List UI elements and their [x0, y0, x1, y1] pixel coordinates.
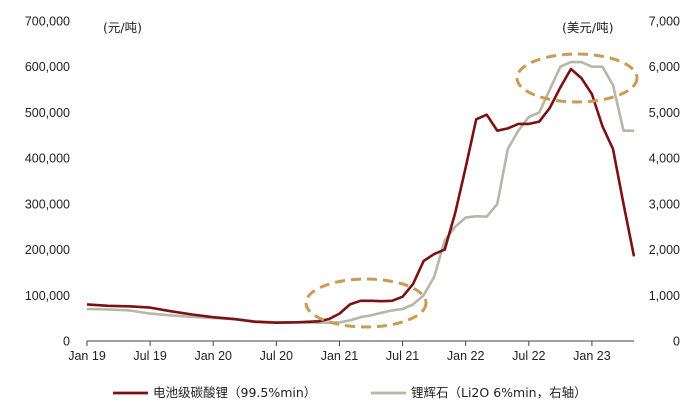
left-axis-unit: (元/吨) — [103, 20, 142, 35]
x-tick-label: Jan 23 — [573, 349, 611, 363]
y-left-tick-label: 700,000 — [25, 15, 70, 29]
y-right-tick-label: 2,000 — [649, 243, 680, 257]
x-tick-label: Jul 21 — [386, 349, 419, 363]
highlights — [304, 52, 639, 329]
y-left-tick-label: 400,000 — [25, 152, 70, 166]
x-tick-label: Jul 20 — [260, 349, 293, 363]
y-right-tick-label: 3,000 — [649, 197, 680, 211]
y-right-tick-label: 7,000 — [649, 15, 680, 29]
highlight-ellipse-2021 — [304, 277, 428, 329]
y-right-tick-label: 5,000 — [649, 106, 680, 120]
right-axis-unit: (美元/吨) — [562, 20, 613, 35]
y-right-tick-label: 1,000 — [649, 289, 680, 303]
legend-label-spodumene: 锂辉石（Li2O 6%min，右轴） — [411, 385, 587, 400]
x-tick-label: Jan 22 — [447, 349, 485, 363]
highlight-ellipse-2022 — [515, 52, 639, 104]
y-right-ticks: 0 1,000 2,000 3,000 4,000 5,000 6,000 7,000 — [649, 15, 680, 349]
x-tick-label: Jan 20 — [194, 349, 232, 363]
y-left-tick-label: 600,000 — [25, 60, 70, 74]
x-tick-label: Jan 19 — [68, 349, 106, 363]
y-right-tick-label: 4,000 — [649, 152, 680, 166]
legend-label-lithium-carbonate: 电池级碳酸锂（99.5%min） — [153, 385, 316, 400]
axes: Jan 19 Jul 19 Jan 20 Jul 20 Jan 21 Jul 21 Jan … — [25, 15, 680, 364]
y-left-tick-label: 500,000 — [25, 106, 70, 120]
y-right-tick-label: 0 — [673, 335, 680, 349]
x-ticks: Jan 19 Jul 19 Jan 20 Jul 20 Jan 21 Jul 21 Jan … — [68, 341, 611, 363]
series-layer — [86, 60, 636, 325]
y-right-tick-label: 6,000 — [649, 60, 680, 74]
series-line-lithium-carbonate — [86, 67, 636, 325]
y-left-tick-label: 300,000 — [25, 197, 70, 211]
y-left-tick-label: 100,000 — [25, 289, 70, 303]
y-left-tick-label: 0 — [63, 335, 70, 349]
x-tick-label: Jul 19 — [133, 349, 166, 363]
legend: 电池级碳酸锂（99.5%min） 锂辉石（Li2O 6%min，右轴） — [113, 385, 587, 400]
y-left-ticks: 0 100,000 200,000 300,000 400,000 500,000 600,… — [25, 15, 70, 349]
y-left-tick-label: 200,000 — [25, 243, 70, 257]
x-tick-label: Jul 22 — [512, 349, 545, 363]
x-tick-label: Jan 21 — [321, 349, 359, 363]
